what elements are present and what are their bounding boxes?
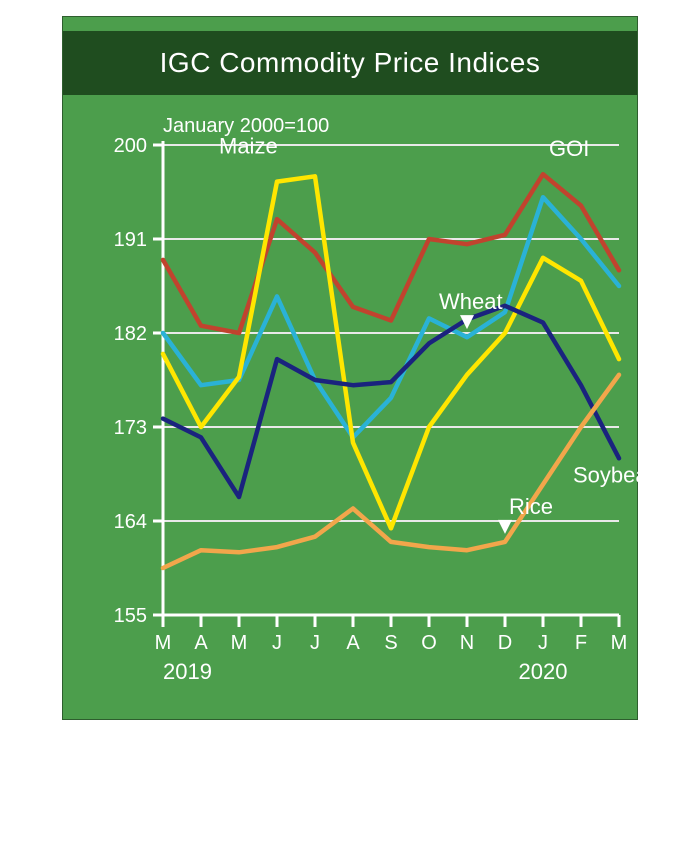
x-tick-label: A (194, 632, 208, 654)
x-tick-label: J (272, 632, 282, 654)
line-chart: 155164173182191200MAMJJASONDJFM20192020G… (63, 17, 639, 721)
x-tick-label: N (460, 632, 474, 654)
card-inner: IGC Commodity Price Indices January 2000… (63, 17, 637, 719)
series-line-goi (163, 174, 619, 333)
x-tick-label: F (575, 632, 587, 654)
series-label-maize: Maize (219, 134, 278, 159)
y-tick-label: 155 (114, 605, 147, 627)
x-tick-label: A (346, 632, 360, 654)
x-tick-label: J (538, 632, 548, 654)
series-line-soybeans (163, 306, 619, 497)
y-tick-label: 164 (114, 511, 147, 533)
x-tick-label: M (611, 632, 628, 654)
series-label-rice: Rice (509, 494, 553, 519)
series-label-goi: GOI (549, 136, 589, 161)
x-tick-label: S (384, 632, 397, 654)
x-tick-label: D (498, 632, 512, 654)
series-label-soybeans: Soybeans (573, 462, 639, 487)
chart-card: IGC Commodity Price Indices January 2000… (62, 16, 638, 720)
y-tick-label: 182 (114, 323, 147, 345)
x-tick-label: O (421, 632, 437, 654)
x-tick-label: J (310, 632, 320, 654)
y-tick-label: 200 (114, 135, 147, 157)
x-tick-label: M (231, 632, 248, 654)
year-label: 2019 (163, 659, 212, 684)
x-tick-label: M (155, 632, 172, 654)
year-label: 2020 (519, 659, 568, 684)
y-tick-label: 173 (114, 417, 147, 439)
series-label-wheat: Wheat (439, 289, 503, 314)
y-tick-label: 191 (114, 229, 147, 251)
series-line-rice (163, 375, 619, 568)
